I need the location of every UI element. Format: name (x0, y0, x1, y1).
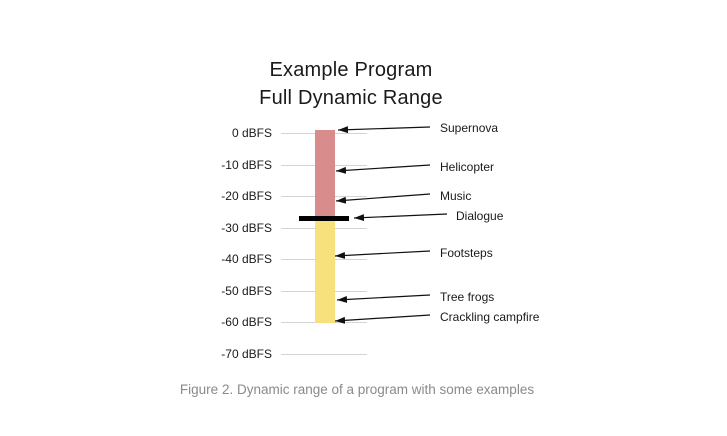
annotation-helicopter: Helicopter (440, 160, 495, 174)
scale-tick-20dbfs: -20 dBFS (221, 189, 272, 203)
scale-tick-60dbfs: -60 dBFS (221, 315, 272, 329)
scale-tick-0dbfs: 0 dBFS (231, 126, 272, 140)
annotation-supernova: Supernova (440, 121, 499, 135)
scale-gridline-70dbfs (281, 354, 367, 355)
annotation-dialogue: Dialogue (456, 209, 504, 223)
dynamic-range-bar-quiet-segment (315, 218, 335, 323)
dynamic-range-bar-loud-segment (315, 130, 335, 218)
dialogue-arrow (353, 213, 448, 222)
supernova-arrow (337, 126, 431, 134)
annotation-tree-frogs: Tree frogs (440, 290, 495, 304)
annotation-music: Music (440, 189, 472, 203)
scale-tick-30dbfs: -30 dBFS (221, 221, 272, 235)
scale-tick-70dbfs: -70 dBFS (221, 347, 272, 361)
figure-title-line2: Full Dynamic Range (259, 87, 443, 109)
tree-frogs-arrow (336, 294, 431, 303)
annotation-crackling-campfire: Crackling campfire (440, 310, 540, 324)
crackling-campfire-arrow (334, 314, 431, 324)
scale-tick-10dbfs: -10 dBFS (221, 158, 272, 172)
footsteps-arrow (334, 250, 431, 259)
scale-tick-40dbfs: -40 dBFS (221, 252, 272, 266)
figure-caption: Figure 2. Dynamic range of a program wit… (179, 382, 535, 397)
annotation-footsteps: Footsteps (440, 246, 493, 260)
scale-tick-50dbfs: -50 dBFS (221, 284, 272, 298)
figure-title: Example Program Full Dynamic Range (163, 56, 539, 112)
figure-title-line1: Example Program (269, 59, 433, 81)
dialogue-level-marker (299, 216, 349, 221)
